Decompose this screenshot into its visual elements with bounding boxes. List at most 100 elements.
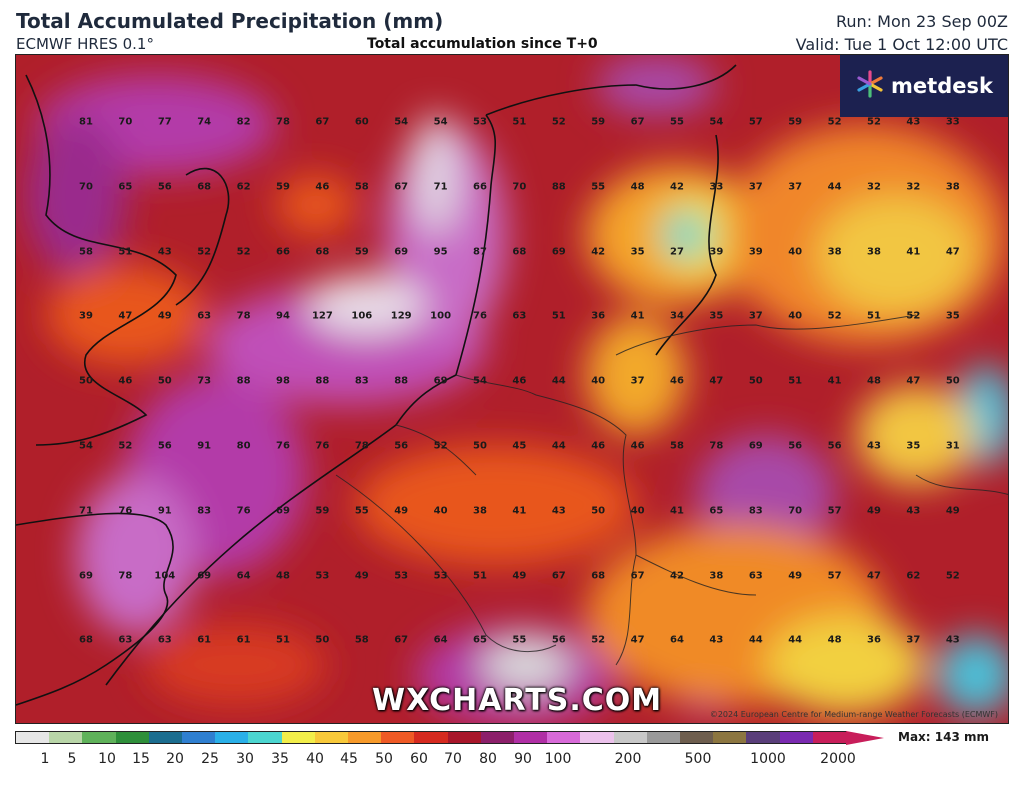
grid-value: 78 — [118, 570, 133, 582]
colorbar-segment — [381, 732, 415, 743]
grid-value: 67 — [630, 116, 645, 128]
colorbar-segment — [281, 732, 315, 743]
grid-value: 47 — [118, 310, 133, 322]
grid-value: 59 — [591, 116, 606, 128]
grid-value: 55 — [354, 505, 369, 517]
grid-value: 34 — [670, 310, 684, 322]
colorbar-tick-label: 90 — [514, 751, 532, 767]
grid-value: 80 — [236, 440, 251, 452]
grid-value: 64 — [236, 570, 251, 582]
colorbar-segment — [680, 732, 714, 743]
grid-value: 38 — [473, 505, 487, 517]
grid-value: 52 — [236, 246, 251, 258]
grid-value: 68 — [315, 246, 330, 258]
grid-value: 40 — [788, 310, 803, 322]
grid-value: 35 — [709, 310, 724, 322]
grid-value: 50 — [315, 634, 330, 646]
grid-value: 61 — [197, 634, 212, 646]
grid-value: 64 — [670, 634, 684, 646]
grid-value: 48 — [630, 181, 645, 193]
grid-value: 41 — [670, 505, 684, 517]
grid-value: 83 — [354, 375, 369, 387]
precipitation-map[interactable]: 81 70 77 74 82 78 67 60 54 54 53 51 52 59 67 55 54 57 59 52… — [15, 54, 1009, 724]
grid-value: 67 — [394, 634, 409, 646]
grid-value: 46 — [670, 375, 684, 387]
grid-value: 74 — [197, 116, 212, 128]
grid-value: 68 — [79, 634, 93, 646]
grid-value: 50 — [748, 375, 763, 387]
grid-value: 52 — [906, 310, 921, 322]
colorbar-tick-label: 80 — [479, 751, 497, 767]
grid-value: 38 — [827, 246, 842, 258]
grid-value: 63 — [197, 310, 212, 322]
colorbar-segment — [547, 732, 581, 743]
grid-value: 43 — [945, 634, 960, 646]
grid-value: 48 — [827, 634, 842, 646]
grid-value: 53 — [315, 570, 330, 582]
grid-value: 49 — [945, 505, 960, 517]
colorbar-segment — [82, 732, 116, 743]
grid-value: 56 — [788, 440, 803, 452]
grid-value: 44 — [788, 634, 803, 646]
grid-value: 66 — [473, 181, 487, 193]
grid-value: 48 — [867, 375, 881, 387]
grid-value: 57 — [827, 505, 842, 517]
grid-value: 45 — [512, 440, 527, 452]
grid-value: 43 — [906, 505, 921, 517]
grid-value: 56 — [827, 440, 842, 452]
grid-value: 32 — [867, 181, 881, 193]
grid-value: 63 — [748, 570, 763, 582]
grid-value: 70 — [118, 116, 133, 128]
grid-value: 46 — [512, 375, 527, 387]
colorbar-tick-label: 200 — [614, 751, 642, 767]
grid-value: 63 — [157, 634, 172, 646]
grid-value: 50 — [945, 375, 960, 387]
grid-value: 67 — [630, 570, 645, 582]
colorbar-tick-label: 1000 — [750, 751, 786, 767]
grid-value: 58 — [670, 440, 684, 452]
grid-value: 52 — [118, 440, 133, 452]
grid-value: 76 — [276, 440, 290, 452]
colorbar-segment — [414, 732, 448, 743]
grid-value: 35 — [630, 246, 645, 258]
grid-value: 87 — [473, 246, 487, 258]
grid-value: 63 — [512, 310, 527, 322]
grid-value: 53 — [394, 570, 409, 582]
grid-value: 52 — [197, 246, 212, 258]
grid-value: 104 — [154, 570, 176, 582]
grid-value: 56 — [157, 181, 172, 193]
grid-value: 52 — [827, 310, 842, 322]
grid-value: 55 — [512, 634, 527, 646]
metdesk-wordmark: metdesk — [891, 74, 993, 98]
grid-value: 49 — [354, 570, 369, 582]
colorbar-segment — [480, 732, 515, 743]
colorbar-segment — [746, 732, 780, 743]
colorbar-ticks: 1 5 10 15 20 25 30 35 40 45 50 60 70 80 90 100 200 500 100… — [15, 751, 875, 771]
grid-value: 51 — [867, 310, 881, 322]
grid-value: 49 — [157, 310, 172, 322]
grid-value: 69 — [748, 440, 763, 452]
colorbar-segment — [580, 732, 614, 743]
grid-value: 43 — [867, 440, 881, 452]
grid-value: 35 — [906, 440, 921, 452]
colorbar-tick-label: 500 — [684, 751, 712, 767]
grid-value: 37 — [788, 181, 803, 193]
grid-value: 42 — [670, 181, 684, 193]
colorbar-max-arrow — [846, 731, 884, 745]
colorbar-segment — [812, 732, 847, 743]
grid-value: 76 — [236, 505, 251, 517]
grid-value: 32 — [906, 181, 921, 193]
grid-value: 68 — [591, 570, 606, 582]
grid-value: 54 — [473, 375, 487, 387]
grid-value: 41 — [630, 310, 645, 322]
grid-value: 64 — [433, 634, 448, 646]
colorbar-tick-label: 5 — [67, 751, 77, 767]
grid-value: 47 — [906, 375, 921, 387]
grid-value: 56 — [394, 440, 409, 452]
colorbar-segment — [115, 732, 149, 743]
grid-value: 38 — [867, 246, 881, 258]
colorbar-segment — [713, 732, 747, 743]
max-value-label: Max: 143 mm — [898, 730, 989, 744]
metdesk-logo: metdesk — [840, 55, 1008, 117]
grid-value: 52 — [551, 116, 566, 128]
